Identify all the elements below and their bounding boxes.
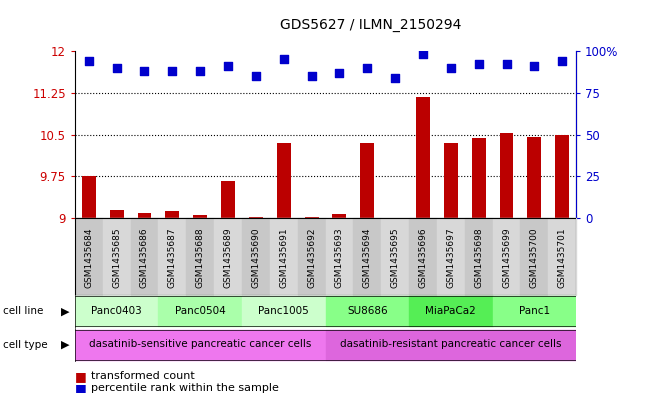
- Point: [139, 68, 150, 74]
- Bar: [416, 97, 430, 218]
- Text: ■: ■: [75, 370, 87, 383]
- Bar: [242, 296, 326, 327]
- Point: [195, 68, 206, 74]
- Bar: [409, 218, 437, 295]
- Bar: [465, 218, 493, 295]
- Bar: [520, 218, 548, 295]
- Point: [501, 61, 512, 68]
- Bar: [472, 138, 486, 218]
- Text: GSM1435691: GSM1435691: [279, 227, 288, 288]
- Bar: [131, 218, 158, 295]
- Bar: [409, 296, 493, 327]
- Bar: [493, 296, 576, 327]
- Bar: [555, 134, 569, 218]
- Bar: [493, 218, 520, 295]
- Bar: [277, 143, 291, 218]
- Bar: [444, 143, 458, 218]
- Text: GSM1435695: GSM1435695: [391, 227, 400, 288]
- Point: [83, 58, 94, 64]
- Bar: [137, 213, 152, 218]
- Bar: [158, 218, 186, 295]
- Point: [362, 64, 372, 71]
- Text: GSM1435685: GSM1435685: [112, 227, 121, 288]
- Point: [390, 75, 400, 81]
- Bar: [437, 218, 465, 295]
- Point: [279, 56, 289, 62]
- Bar: [214, 218, 242, 295]
- Text: GSM1435689: GSM1435689: [223, 227, 232, 288]
- Text: transformed count: transformed count: [91, 371, 195, 382]
- Text: ▶: ▶: [61, 307, 69, 316]
- Text: GSM1435699: GSM1435699: [502, 227, 511, 288]
- Text: SU8686: SU8686: [347, 306, 387, 316]
- Text: GSM1435690: GSM1435690: [251, 227, 260, 288]
- Text: ▶: ▶: [61, 340, 69, 350]
- Point: [167, 68, 178, 74]
- Text: GSM1435688: GSM1435688: [196, 227, 204, 288]
- Bar: [270, 218, 298, 295]
- Bar: [305, 217, 318, 218]
- Text: GSM1435687: GSM1435687: [168, 227, 177, 288]
- Text: GSM1435700: GSM1435700: [530, 227, 539, 288]
- Point: [307, 73, 317, 79]
- Bar: [242, 218, 270, 295]
- Bar: [548, 218, 576, 295]
- Bar: [326, 330, 576, 360]
- Bar: [75, 218, 103, 295]
- Bar: [326, 218, 353, 295]
- Bar: [75, 330, 326, 360]
- Text: GSM1435686: GSM1435686: [140, 227, 149, 288]
- Bar: [353, 218, 381, 295]
- Point: [418, 51, 428, 57]
- Bar: [109, 210, 124, 218]
- Bar: [103, 218, 131, 295]
- Point: [223, 63, 233, 69]
- Bar: [82, 176, 96, 218]
- Text: dasatinib-sensitive pancreatic cancer cells: dasatinib-sensitive pancreatic cancer ce…: [89, 339, 311, 349]
- Text: ■: ■: [75, 382, 87, 393]
- Text: GSM1435701: GSM1435701: [558, 227, 567, 288]
- Text: dasatinib-resistant pancreatic cancer cells: dasatinib-resistant pancreatic cancer ce…: [340, 339, 562, 349]
- Text: Panc0504: Panc0504: [175, 306, 225, 316]
- Text: percentile rank within the sample: percentile rank within the sample: [91, 383, 279, 393]
- Bar: [381, 218, 409, 295]
- Bar: [326, 296, 409, 327]
- Text: GDS5627 / ILMN_2150294: GDS5627 / ILMN_2150294: [280, 18, 462, 32]
- Bar: [158, 296, 242, 327]
- Point: [529, 63, 540, 69]
- Bar: [527, 138, 542, 218]
- Bar: [221, 181, 235, 218]
- Text: GSM1435696: GSM1435696: [419, 227, 428, 288]
- Bar: [193, 215, 207, 218]
- Point: [473, 61, 484, 68]
- Bar: [75, 296, 158, 327]
- Bar: [186, 218, 214, 295]
- Point: [557, 58, 568, 64]
- Text: Panc1005: Panc1005: [258, 306, 309, 316]
- Text: GSM1435698: GSM1435698: [474, 227, 483, 288]
- Text: GSM1435684: GSM1435684: [84, 227, 93, 288]
- Text: GSM1435692: GSM1435692: [307, 227, 316, 288]
- Text: Panc0403: Panc0403: [91, 306, 142, 316]
- Point: [445, 64, 456, 71]
- Bar: [298, 218, 326, 295]
- Text: cell line: cell line: [3, 307, 44, 316]
- Text: cell type: cell type: [3, 340, 48, 350]
- Point: [334, 70, 344, 76]
- Bar: [360, 143, 374, 218]
- Text: GSM1435697: GSM1435697: [447, 227, 455, 288]
- Bar: [165, 211, 179, 218]
- Bar: [499, 134, 514, 218]
- Text: GSM1435693: GSM1435693: [335, 227, 344, 288]
- Point: [251, 73, 261, 79]
- Point: [111, 64, 122, 71]
- Text: GSM1435694: GSM1435694: [363, 227, 372, 288]
- Text: MiaPaCa2: MiaPaCa2: [426, 306, 476, 316]
- Bar: [249, 217, 263, 218]
- Bar: [333, 214, 346, 218]
- Text: Panc1: Panc1: [519, 306, 550, 316]
